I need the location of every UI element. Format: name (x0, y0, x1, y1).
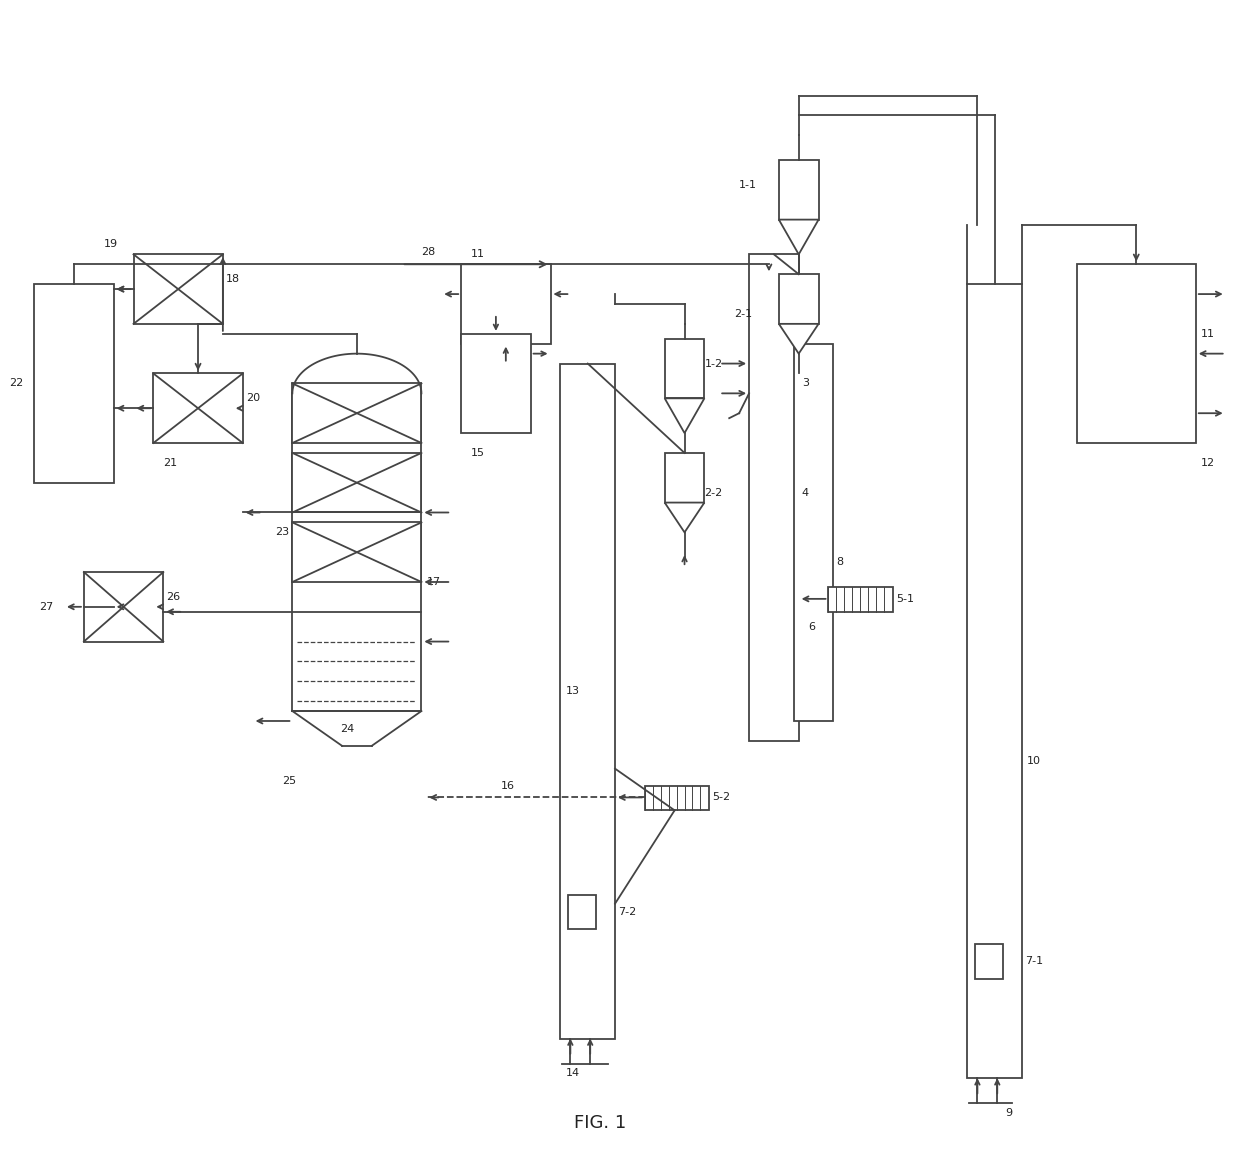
Bar (293, 383, 422, 443)
Text: 3: 3 (802, 379, 808, 388)
Text: 15: 15 (471, 447, 485, 458)
Bar (1076, 264, 1195, 443)
Bar (665, 453, 704, 503)
Text: 5-1: 5-1 (897, 594, 914, 604)
Bar (779, 160, 818, 220)
Bar (779, 274, 818, 324)
Bar (293, 394, 422, 711)
Text: 27: 27 (40, 602, 53, 612)
Text: 4: 4 (802, 488, 808, 497)
Bar (84, 572, 164, 641)
Bar (461, 333, 531, 433)
Bar (967, 285, 1022, 1078)
Bar (665, 339, 704, 399)
Text: 26: 26 (166, 591, 180, 602)
Polygon shape (665, 503, 704, 532)
Bar (794, 344, 833, 720)
Text: 13: 13 (565, 687, 579, 696)
Text: 25: 25 (283, 775, 296, 786)
Bar (976, 945, 1003, 980)
Text: 1-2: 1-2 (704, 359, 723, 368)
Bar (35, 285, 114, 482)
Text: 11: 11 (471, 250, 485, 259)
Text: 5-2: 5-2 (712, 792, 730, 803)
Bar (154, 373, 243, 443)
Text: 2-1: 2-1 (734, 309, 753, 318)
Text: 2-2: 2-2 (704, 488, 723, 497)
Text: 20: 20 (246, 393, 260, 403)
Text: 12: 12 (1200, 458, 1215, 468)
Text: FIG. 1: FIG. 1 (574, 1114, 626, 1132)
Bar (293, 523, 422, 582)
Bar (461, 264, 551, 344)
Bar (134, 254, 223, 324)
Bar (749, 254, 799, 741)
Text: 19: 19 (104, 239, 118, 250)
Text: 24: 24 (340, 724, 355, 734)
Text: 23: 23 (275, 528, 289, 537)
Text: 1-1: 1-1 (739, 180, 758, 189)
Text: 18: 18 (226, 274, 241, 285)
Text: 21: 21 (164, 458, 177, 468)
Polygon shape (665, 399, 704, 433)
Text: 6: 6 (808, 622, 816, 632)
Text: 22: 22 (10, 379, 24, 388)
Text: 9: 9 (1006, 1109, 1012, 1118)
Polygon shape (779, 324, 818, 353)
Bar (645, 786, 709, 810)
Text: 17: 17 (427, 578, 440, 587)
Bar (828, 587, 893, 611)
Text: 7-2: 7-2 (618, 906, 636, 917)
Text: 11: 11 (1200, 329, 1215, 339)
Text: 28: 28 (422, 248, 435, 257)
Polygon shape (779, 220, 818, 254)
Text: 14: 14 (565, 1068, 579, 1078)
Text: 16: 16 (501, 781, 515, 790)
Bar (293, 453, 422, 512)
Bar (560, 364, 615, 1039)
Bar (568, 895, 596, 930)
Text: 7-1: 7-1 (1025, 956, 1043, 967)
Text: 8: 8 (837, 557, 843, 567)
Text: 10: 10 (1027, 755, 1042, 766)
